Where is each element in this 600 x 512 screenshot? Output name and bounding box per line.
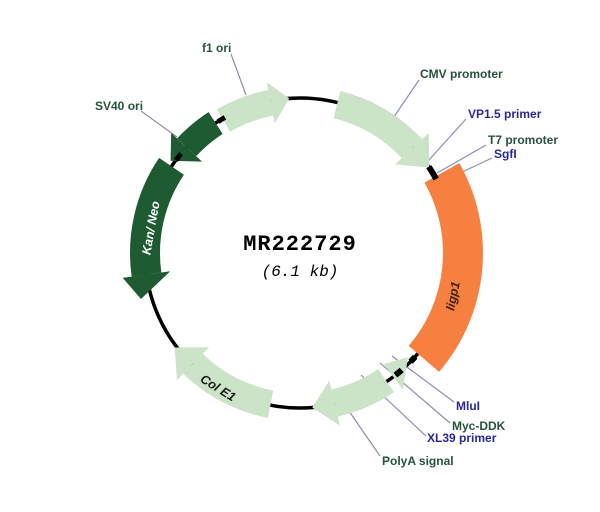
polya-signal-arc	[331, 368, 394, 417]
col-e1-arrowhead	[174, 347, 209, 381]
dark-green-arcs	[129, 112, 223, 277]
t7-promoter-label: T7 promoter	[488, 133, 558, 147]
mlui-site-label: MluI	[456, 399, 480, 413]
vp15-primer-label: VP1.5 primer	[468, 107, 542, 121]
myc-ddk-label: Myc-DDK	[452, 419, 506, 433]
sv40-f1-junction-tick	[216, 115, 227, 124]
t7-promoter-leader-line	[436, 144, 487, 174]
insert-gene-arc	[408, 162, 483, 372]
col-e1-arc	[183, 353, 274, 418]
light-green-arrowheads	[174, 82, 430, 426]
light-green-arcs	[183, 90, 423, 418]
polya-signal-label: PolyA signal	[382, 454, 454, 468]
insert-gene-label: Iigp1	[443, 280, 463, 311]
site-ticks	[173, 115, 439, 378]
f1-ori-arrowhead	[266, 82, 290, 124]
plasmid-name: MR222729	[243, 232, 357, 257]
insert-end-tick	[408, 354, 418, 364]
sv40-ori-leader-line	[140, 110, 178, 138]
kan-neo-arc	[129, 157, 185, 277]
sgfi-site-tick	[426, 165, 439, 181]
kan-neo-arrowhead	[122, 271, 171, 299]
vp15-primer-leader-line	[427, 118, 467, 162]
sv40-ori-label: SV40 ori	[95, 99, 143, 113]
f1-ori-leader-line	[230, 53, 247, 96]
cmv-promoter-arc	[333, 90, 423, 159]
f1-ori-label: f1 ori	[202, 41, 231, 55]
f1-ori-arc	[216, 90, 274, 132]
sgfi-site-label: SgfI	[494, 147, 517, 161]
plasmid-size: (6.1 kb)	[262, 263, 339, 281]
cmv-promoter-arrowhead	[395, 133, 430, 168]
cmv-promoter-label: CMV promoter	[420, 67, 503, 81]
sv40-ori-arc	[177, 112, 223, 157]
kan-sv40-junction-tick	[173, 152, 184, 162]
xl39-primer-label: XL39 primer	[427, 431, 497, 445]
mlui-site-tick	[393, 367, 404, 378]
polya-signal-arrowhead	[312, 380, 340, 426]
